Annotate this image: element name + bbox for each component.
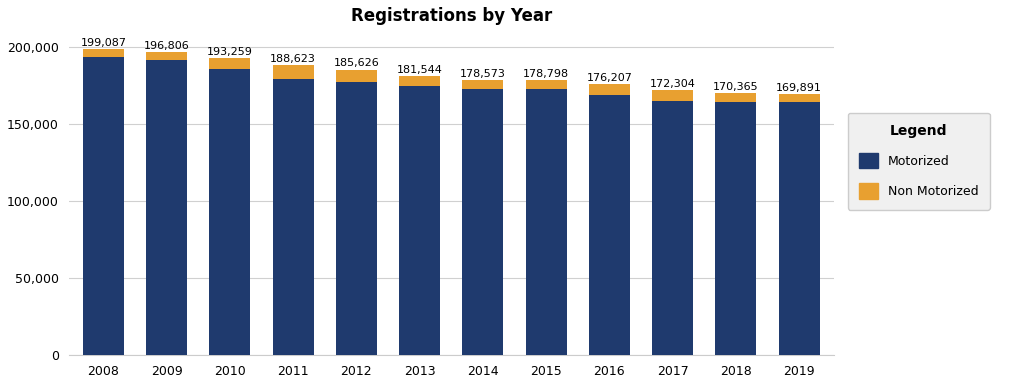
Text: 199,087: 199,087 — [80, 38, 126, 48]
Bar — [146, 52, 187, 60]
Bar — [779, 94, 820, 102]
Bar — [336, 82, 377, 355]
Bar — [336, 70, 377, 82]
Bar — [589, 95, 630, 355]
Bar — [399, 86, 440, 355]
Bar — [589, 84, 630, 95]
Bar — [273, 65, 313, 79]
Bar — [463, 80, 503, 89]
Text: 169,891: 169,891 — [776, 82, 822, 92]
Bar — [463, 89, 503, 355]
Text: 170,365: 170,365 — [713, 82, 759, 92]
Bar — [82, 49, 124, 57]
Bar — [82, 57, 124, 355]
Bar — [652, 90, 694, 101]
Bar — [715, 102, 757, 355]
Text: 178,798: 178,798 — [523, 69, 570, 79]
Bar — [526, 89, 566, 355]
Bar — [273, 79, 313, 355]
Bar — [715, 93, 757, 102]
Text: 181,544: 181,544 — [397, 65, 442, 75]
Bar — [779, 102, 820, 355]
Bar — [526, 80, 566, 89]
Legend: Motorized, Non Motorized: Motorized, Non Motorized — [848, 113, 990, 210]
Text: 193,259: 193,259 — [206, 47, 253, 57]
Bar — [399, 76, 440, 86]
Bar — [210, 58, 250, 69]
Bar — [146, 60, 187, 355]
Text: 176,207: 176,207 — [587, 73, 633, 83]
Text: 185,626: 185,626 — [334, 59, 379, 69]
Title: Registrations by Year: Registrations by Year — [351, 7, 552, 25]
Text: 178,573: 178,573 — [460, 69, 505, 79]
Bar — [210, 69, 250, 355]
Text: 172,304: 172,304 — [650, 79, 696, 89]
Text: 188,623: 188,623 — [271, 54, 316, 64]
Text: 196,806: 196,806 — [143, 41, 189, 51]
Bar — [652, 101, 694, 355]
